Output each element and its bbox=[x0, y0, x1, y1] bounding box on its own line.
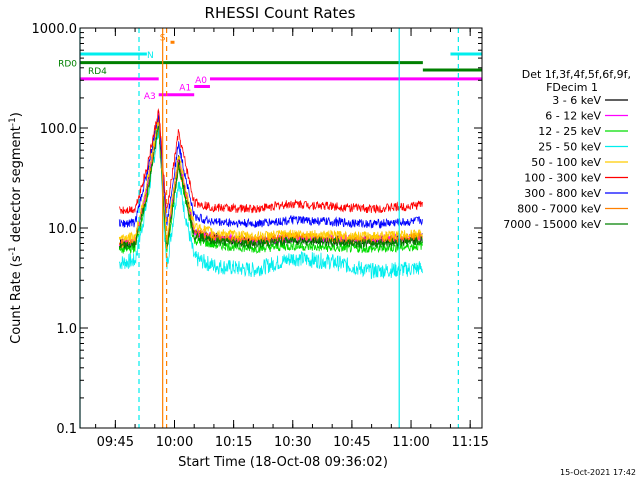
chart-title: RHESSI Count Rates bbox=[205, 4, 356, 22]
y-tick-label-1: 1.0 bbox=[56, 322, 77, 337]
flag-label-RD4: RD4 bbox=[88, 67, 107, 77]
legend-row-1: 6 - 12 keV bbox=[545, 110, 628, 123]
legend-label-5: 100 - 300 keV bbox=[524, 172, 601, 185]
legend-row-3: 25 - 50 keV bbox=[538, 141, 628, 154]
series-line-50-100-keV bbox=[118, 115, 423, 243]
series-line-300-800-keV bbox=[118, 114, 423, 229]
x-tick-label-1: 10:00 bbox=[156, 435, 193, 450]
flag-bars-layer: NSRD0RD4A0A1A3 bbox=[58, 33, 482, 102]
series-line-25-50-keV bbox=[118, 125, 423, 280]
x-tick-label-5: 11:00 bbox=[392, 435, 429, 450]
x-tick-label-6: 11:15 bbox=[451, 435, 488, 450]
flag-label-RD0: RD0 bbox=[58, 60, 77, 70]
x-tick-label-2: 10:15 bbox=[215, 435, 252, 450]
y-axis-label-sup2: -1 bbox=[8, 117, 18, 126]
legend-label-1: 6 - 12 keV bbox=[545, 110, 601, 123]
legend-label-2: 12 - 25 keV bbox=[538, 125, 601, 138]
legend-row-0: 3 - 6 keV bbox=[552, 94, 628, 107]
legend-label-7: 800 - 7000 keV bbox=[517, 203, 601, 216]
y-tick-label-0: 0.1 bbox=[56, 422, 77, 437]
flag-label-N: N bbox=[147, 51, 154, 61]
series-line-7000-15000-keV bbox=[118, 125, 423, 250]
legend-label-8: 7000 - 15000 keV bbox=[503, 218, 601, 231]
flag-label-A1: A1 bbox=[179, 84, 191, 94]
legend-label-3: 25 - 50 keV bbox=[538, 141, 601, 154]
series-line-100-300-keV bbox=[118, 108, 423, 214]
legend-row-5: 100 - 300 keV bbox=[524, 172, 628, 185]
legend-header-1: Det 1f,3f,4f,5f,6f,9f, bbox=[522, 68, 631, 81]
y-tick-label-2: 10.0 bbox=[48, 222, 77, 237]
y-tick-label-3: 100.0 bbox=[40, 122, 77, 137]
legend-label-0: 3 - 6 keV bbox=[552, 94, 601, 107]
y-tick-label-4: 1000.0 bbox=[32, 22, 78, 37]
y-axis-label-sup1: -1 bbox=[8, 246, 18, 255]
legend: Det 1f,3f,4f,5f,6f,9f, FDecim 1 3 - 6 ke… bbox=[503, 68, 631, 231]
axes-layer: 0.1 1.0 10.0 100.0 1000.0 09:45 10:00 10:15 10:3… bbox=[32, 22, 489, 450]
legend-row-4: 50 - 100 keV bbox=[531, 156, 628, 169]
flag-label-A0: A0 bbox=[195, 76, 207, 86]
legend-row-6: 300 - 800 keV bbox=[524, 187, 628, 200]
legend-label-4: 50 - 100 keV bbox=[531, 156, 601, 169]
legend-row-7: 800 - 7000 keV bbox=[517, 203, 628, 216]
x-tick-label-0: 09:45 bbox=[97, 435, 134, 450]
x-axis-label: Start Time (18-Oct-08 09:36:02) bbox=[178, 455, 388, 470]
y-axis-label: Count Rate (s-1 detector segment-1) bbox=[8, 112, 24, 344]
y-axis-label-end: ) bbox=[9, 112, 24, 117]
y-axis-label-main: Count Rate (s bbox=[9, 255, 24, 344]
legend-header-2: FDecim 1 bbox=[546, 81, 598, 94]
x-tick-label-4: 10:45 bbox=[333, 435, 370, 450]
data-layer bbox=[118, 108, 423, 280]
flag-label-A3: A3 bbox=[144, 92, 156, 102]
y-axis-label-mid: detector segment bbox=[9, 126, 24, 246]
legend-label-6: 300 - 800 keV bbox=[524, 187, 601, 200]
legend-row-2: 12 - 25 keV bbox=[538, 125, 628, 138]
footer-date: 15-Oct-2021 17:42 bbox=[560, 468, 636, 477]
legend-row-8: 7000 - 15000 keV bbox=[503, 218, 628, 231]
x-tick-label-3: 10:30 bbox=[274, 435, 311, 450]
